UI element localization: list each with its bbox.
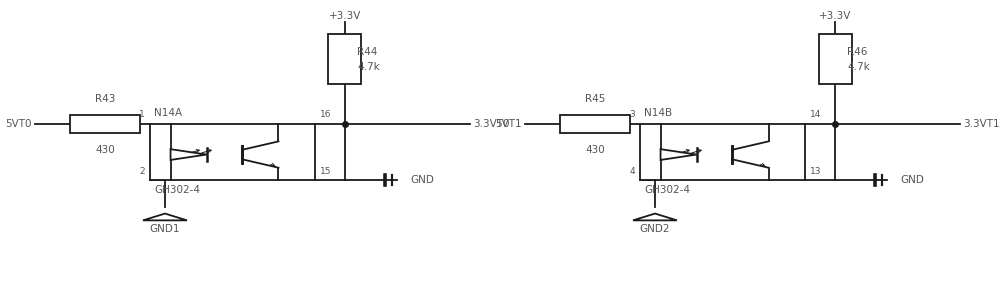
Text: N14A: N14A [154,108,182,118]
Text: GND: GND [900,175,924,185]
Text: 4.7k: 4.7k [357,62,380,72]
Text: 14: 14 [810,110,821,119]
Text: R43: R43 [95,94,115,104]
Text: R44: R44 [357,47,377,57]
Text: 5VT1: 5VT1 [495,119,522,129]
Bar [560,115,630,133]
Text: R46: R46 [847,47,867,57]
Bar [818,34,852,84]
Text: GH302-4: GH302-4 [644,185,690,196]
Text: 4: 4 [629,167,635,176]
Text: 15: 15 [320,167,331,176]
Text: 430: 430 [585,145,605,155]
Text: +3.3V: +3.3V [329,11,361,21]
Text: GND1: GND1 [150,224,180,234]
Text: +3.3V: +3.3V [819,11,851,21]
Text: 2: 2 [139,167,145,176]
Bar [640,124,805,180]
Text: 4.7k: 4.7k [847,62,870,72]
Text: N14B: N14B [644,108,672,118]
Bar [70,115,140,133]
Text: 430: 430 [95,145,115,155]
Text: GND: GND [410,175,434,185]
Bar [328,34,361,84]
Polygon shape [143,214,187,220]
Text: 13: 13 [810,167,821,176]
Polygon shape [661,149,697,160]
Text: R45: R45 [585,94,605,104]
Bar [150,124,315,180]
Polygon shape [171,149,207,160]
Text: GH302-4: GH302-4 [154,185,200,196]
Text: 16: 16 [320,110,331,119]
Text: 3.3VT1: 3.3VT1 [963,119,1000,129]
Text: 3.3VT0: 3.3VT0 [473,119,510,129]
Text: 5VT0: 5VT0 [5,119,32,129]
Text: GND2: GND2 [640,224,670,234]
Polygon shape [633,214,677,220]
Text: 3: 3 [629,110,635,119]
Text: 1: 1 [139,110,145,119]
